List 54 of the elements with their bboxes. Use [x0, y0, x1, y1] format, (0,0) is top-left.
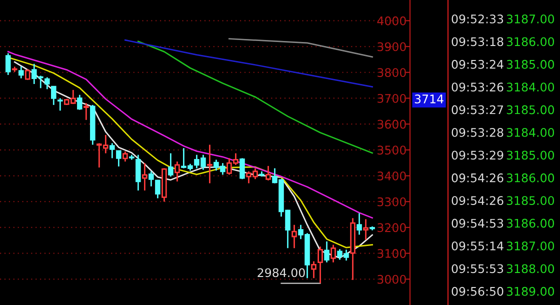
y-tick-label: 3300 [378, 197, 406, 206]
text: 3714 [414, 94, 444, 104]
y-tick-label: 3700 [378, 94, 406, 103]
y-tick-label: 3200 [378, 223, 406, 232]
y-tick-label: 3100 [378, 249, 406, 258]
text: 09:53:27 3185.00 [452, 105, 554, 114]
candlestick [84, 102, 89, 121]
line-series [124, 39, 373, 88]
text: 09:54:26 3186.00 [452, 173, 554, 182]
candlestick [292, 224, 297, 249]
text: 09:54:53 3186.00 [452, 218, 554, 228]
candlestick [110, 142, 115, 159]
candlestick [363, 218, 368, 241]
candlestick [330, 244, 336, 264]
text: 09:55:14 3187.00 [452, 241, 554, 250]
candlestick [240, 157, 245, 180]
candlestick [356, 212, 362, 236]
candlestick [58, 98, 63, 112]
text: 09:52:33 3187.00 [452, 14, 554, 24]
candlestick [51, 86, 56, 106]
y-tick-label: 3900 [378, 42, 406, 52]
line-series [137, 40, 373, 154]
text: 09:53:29 3185.00 [452, 150, 554, 160]
text: 09:55:53 3188.00 [452, 264, 554, 274]
candlestick [18, 66, 24, 80]
y-tick-label: 3600 [378, 120, 406, 129]
candlestick [77, 94, 82, 111]
y-tick-label: 3500 [378, 146, 406, 155]
line-series [7, 51, 373, 219]
candlestick [136, 154, 141, 192]
candlestick [24, 68, 30, 81]
y-tick-label: 3000 [378, 274, 406, 284]
candlestick [44, 76, 50, 90]
text: 09:53:28 3184.00 [452, 128, 554, 137]
text: 09:56:50 3189.00 [452, 286, 554, 296]
y-tick-label: 4000 [377, 16, 406, 26]
candlestick [142, 162, 148, 192]
candlestick [5, 52, 11, 76]
candlestick [318, 246, 323, 284]
candlestick [122, 150, 128, 162]
candlestick [174, 160, 180, 182]
text: 09:53:18 3186.00 [452, 37, 554, 46]
candlestick [116, 150, 122, 168]
annotation: 2984.00 [258, 268, 305, 278]
candlestick [311, 260, 316, 279]
y-tick-label: 3800 [378, 68, 406, 78]
candlestick [168, 152, 174, 178]
text: 09:53:26 3184.00 [452, 82, 554, 92]
y-tick-label: 3400 [378, 171, 406, 180]
candlestick [324, 240, 330, 264]
text: 09:54:26 3185.00 [452, 196, 554, 206]
candlestick [266, 165, 271, 182]
text: 09:53:24 3185.00 [452, 60, 554, 69]
candlestick [207, 144, 212, 184]
